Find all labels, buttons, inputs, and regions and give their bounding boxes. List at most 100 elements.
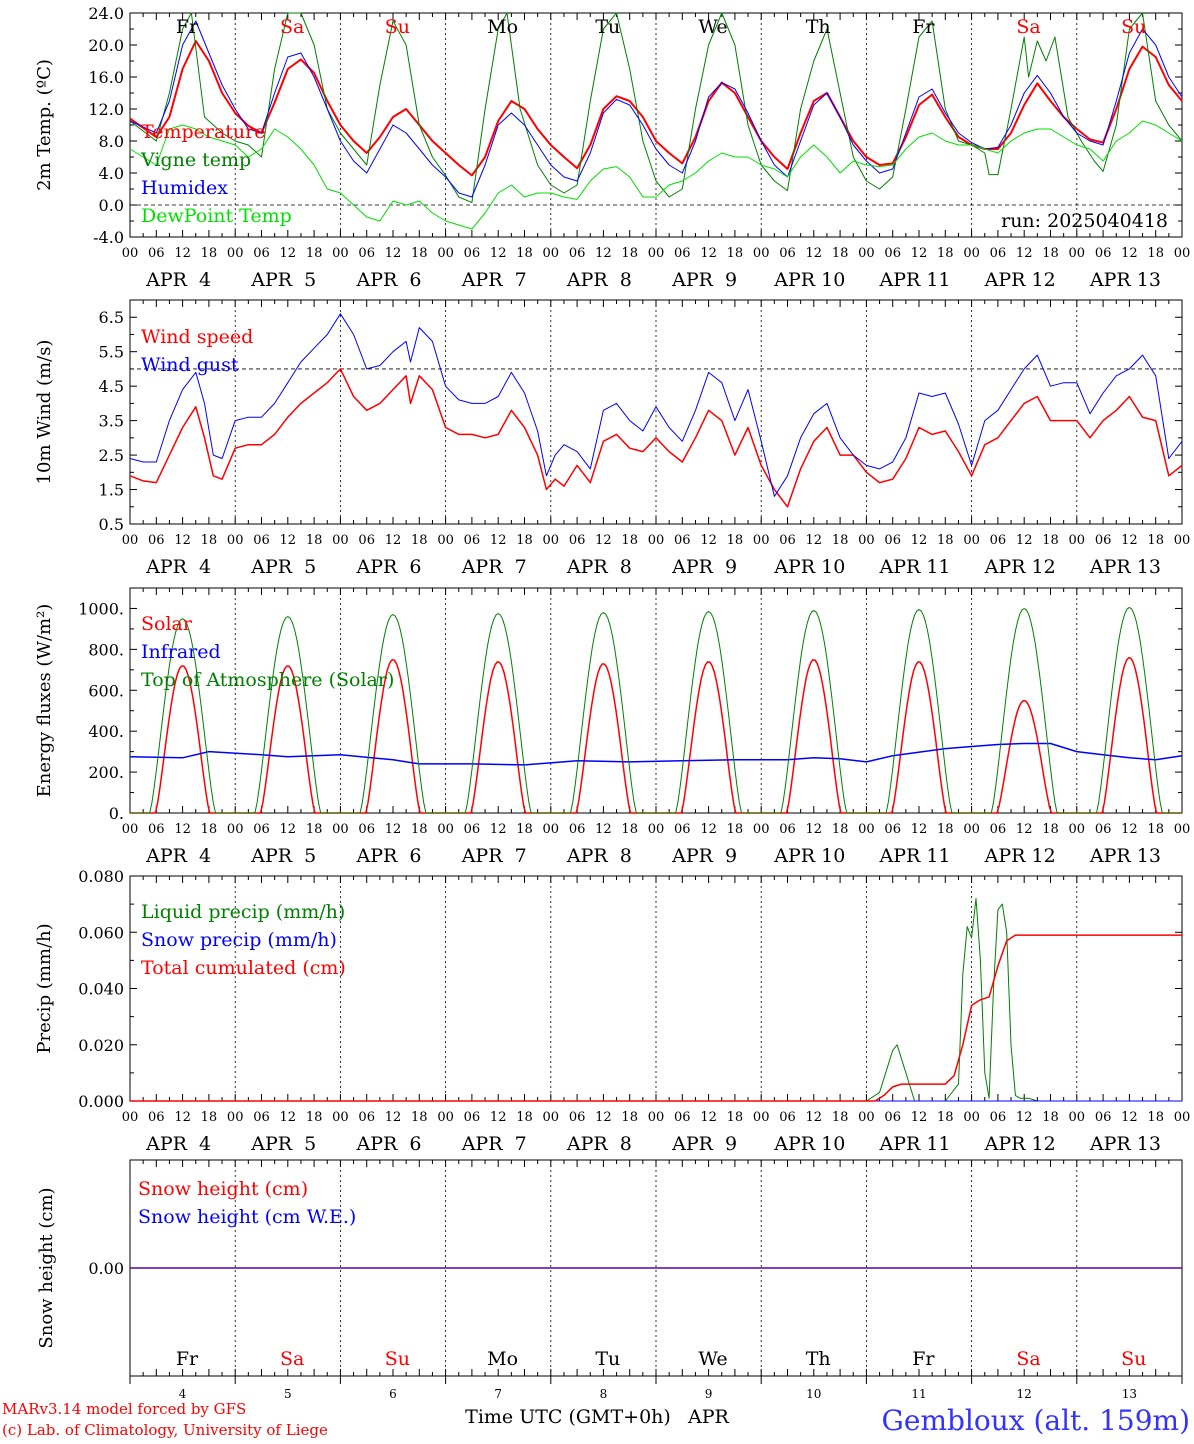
x-hour-label: 18 [201, 822, 218, 837]
x-hour-label: 06 [1095, 1110, 1112, 1125]
legend-entry: Infrared [141, 641, 221, 663]
x-hour-label: 12 [490, 1110, 507, 1125]
y-tick-label: 24.0 [88, 4, 124, 23]
y-tick-label: -4.0 [93, 228, 124, 247]
x-hour-label: 12 [174, 822, 191, 837]
x-date-label: APR 12 [984, 269, 1056, 291]
x-hour-label: 00 [858, 533, 875, 548]
day-number-label: 9 [705, 1387, 713, 1401]
x-date-label: APR 13 [1089, 845, 1161, 867]
x-hour-label: 18 [937, 822, 954, 837]
x-hour-label: 00 [648, 246, 665, 261]
x-hour-label: 00 [122, 1110, 139, 1125]
x-hour-label: 06 [253, 246, 270, 261]
x-hour-label: 06 [990, 1110, 1007, 1125]
panel-5: 0.00 Snow height (cm) Snow height (cm) Snow… [36, 1159, 1183, 1384]
x-date-label: APR 13 [1089, 269, 1161, 291]
x-hour-label: 12 [385, 822, 402, 837]
x-hour-label: 12 [700, 246, 717, 261]
x-date-label: APR 9 [671, 1133, 737, 1155]
x-hour-label: 00 [543, 533, 560, 548]
x-hour-label: 06 [779, 1110, 796, 1125]
x-hour-label: 12 [490, 246, 507, 261]
x-hour-label: 18 [727, 246, 744, 261]
x-hour-label: 06 [884, 822, 901, 837]
y-tick-label: 400. [88, 722, 124, 741]
panel-4: 0.000 0.020 0.040 0.060 0.080 Precip (mm/h) Li… [34, 867, 1190, 1155]
y-tick-label: 20.0 [88, 36, 124, 55]
x-hour-label: 00 [543, 822, 560, 837]
x-axis-title: Time UTC (GMT+0h) [465, 1406, 671, 1428]
x-hour-label: 18 [832, 533, 849, 548]
x-hour-label: 06 [1095, 533, 1112, 548]
x-hour-label: 12 [806, 1110, 823, 1125]
x-date-label: APR 4 [145, 269, 211, 291]
legend-entry: Wind gust [141, 354, 239, 376]
y-tick-label: 600. [88, 681, 124, 700]
x-hour-label: 06 [358, 1110, 375, 1125]
x-hour-label: 00 [1069, 822, 1086, 837]
x-hour-label: 18 [516, 1110, 533, 1125]
x-hour-label: 06 [464, 1110, 481, 1125]
x-hour-label: 00 [963, 533, 980, 548]
x-hour-label: 18 [832, 246, 849, 261]
y-tick-label: 200. [88, 763, 124, 782]
x-hour-label: 06 [148, 822, 165, 837]
x-hour-label: 00 [122, 246, 139, 261]
legend-entry: Temperature [141, 121, 265, 143]
series-line-0 [130, 898, 1182, 1102]
series-line-1 [129, 313, 1183, 497]
x-hour-label: 06 [990, 533, 1007, 548]
x-hour-label: 00 [1069, 1110, 1086, 1125]
legend-entry: DewPoint Temp [141, 205, 292, 227]
x-hour-label: 12 [1121, 822, 1138, 837]
weekday-label: Mo [487, 16, 518, 38]
x-hour-label: 12 [911, 246, 928, 261]
x-date-label: APR 6 [356, 269, 422, 291]
y-tick-label: 4.5 [99, 377, 124, 396]
series-line-3 [129, 120, 1183, 230]
x-hour-label: 18 [411, 246, 428, 261]
x-hour-label: 12 [280, 533, 297, 548]
x-hour-label: 12 [174, 246, 191, 261]
x-hour-label: 06 [674, 246, 691, 261]
x-hour-label: 06 [674, 533, 691, 548]
x-hour-label: 12 [1016, 533, 1033, 548]
x-hour-label: 12 [595, 822, 612, 837]
x-hour-label: 18 [516, 822, 533, 837]
x-hour-label: 00 [437, 533, 454, 548]
x-hour-label: 06 [884, 246, 901, 261]
weekday-label-bottom: We [698, 1348, 727, 1370]
y-tick-label: 5.5 [99, 343, 124, 362]
x-date-label: APR 12 [984, 556, 1056, 578]
y-tick-label: 0.060 [78, 923, 124, 942]
x-date-label: APR 11 [878, 269, 950, 291]
x-hour-label: 12 [490, 822, 507, 837]
weekday-label: We [698, 16, 727, 38]
x-hour-label: 12 [806, 822, 823, 837]
x-hour-label: 00 [227, 822, 244, 837]
x-hour-label: 12 [1016, 822, 1033, 837]
weekday-label-bottom: Fr [176, 1348, 199, 1370]
x-hour-label: 18 [411, 1110, 428, 1125]
x-hour-label: 18 [306, 246, 323, 261]
x-hour-label: 06 [148, 1110, 165, 1125]
x-date-label: APR 7 [461, 556, 527, 578]
day-number-label: 11 [911, 1387, 926, 1401]
x-date-label: APR 5 [250, 845, 316, 867]
y-tick-label: 6.5 [99, 308, 124, 327]
legend-entry: Vigne temp [140, 149, 251, 171]
credit-model: MARv3.14 model forced by GFS [2, 1400, 246, 1418]
x-hour-label: 18 [621, 246, 638, 261]
legend-entry: Wind speed [141, 326, 253, 348]
x-hour-label: 18 [306, 822, 323, 837]
x-date-label: APR 11 [878, 1133, 950, 1155]
series-line-2 [130, 934, 1182, 1102]
x-hour-label: 12 [174, 533, 191, 548]
panel-1: -4.0 0.0 4.0 8.0 12.0 16.0 20.0 24.0 2m Temp. (º… [34, 4, 1190, 291]
x-date-label: APR 8 [566, 269, 632, 291]
x-hour-label: 18 [306, 533, 323, 548]
x-hour-label: 00 [543, 1110, 560, 1125]
weekday-label-bottom: Sa [280, 1348, 304, 1370]
